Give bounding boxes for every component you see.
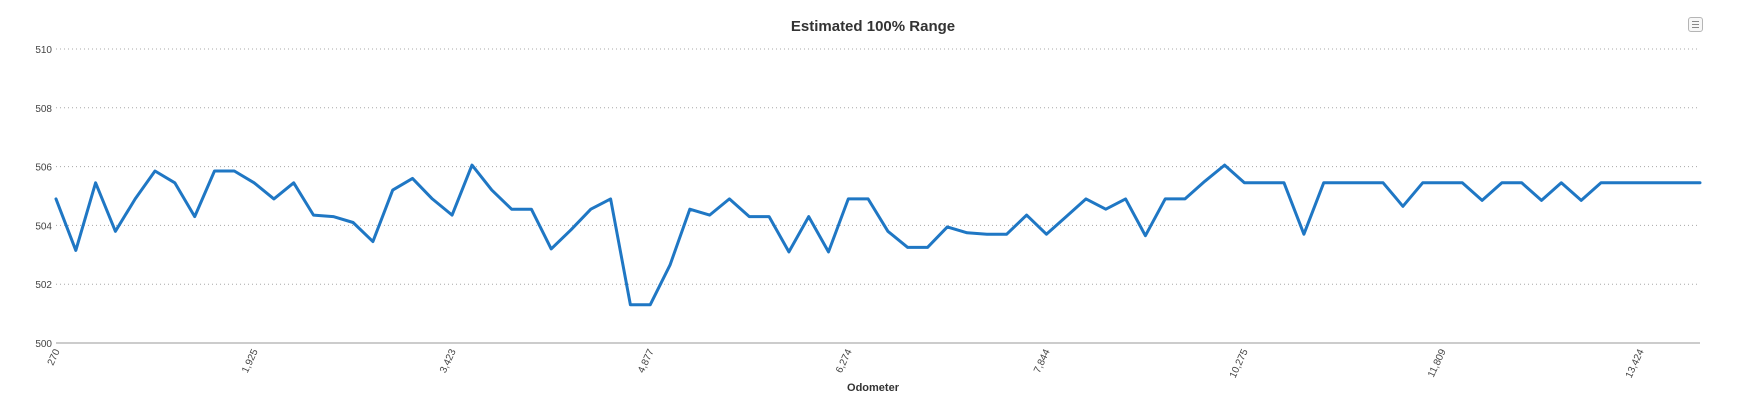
y-tick-label: 504 (35, 221, 52, 232)
y-tick-label: 502 (35, 280, 52, 291)
x-tick-label: 11,809 (1426, 347, 1449, 379)
y-tick-label: 508 (35, 104, 52, 115)
x-tick-label: 3,423 (438, 347, 459, 375)
chart-context-menu-button[interactable] (1688, 17, 1703, 32)
y-tick-label: 506 (35, 163, 52, 174)
series-line (54, 163, 1702, 307)
x-axis-title: Odometer (847, 382, 899, 394)
chart-title: Estimated 100% Range (790, 18, 956, 35)
x-tick-label: 270 (46, 347, 63, 367)
x-tick-label: 13,424 (1624, 347, 1647, 380)
x-tick-label: 1,925 (240, 347, 261, 375)
hamburger-menu-icon (1692, 21, 1699, 22)
y-tick-label: 500 (35, 339, 52, 350)
x-tick-label: 7,844 (1032, 347, 1053, 375)
x-tick-label: 10,275 (1228, 347, 1251, 380)
x-tick-label: 4,877 (636, 347, 657, 375)
x-tick-label: 6,274 (834, 347, 855, 375)
y-tick-label: 510 (35, 45, 52, 56)
